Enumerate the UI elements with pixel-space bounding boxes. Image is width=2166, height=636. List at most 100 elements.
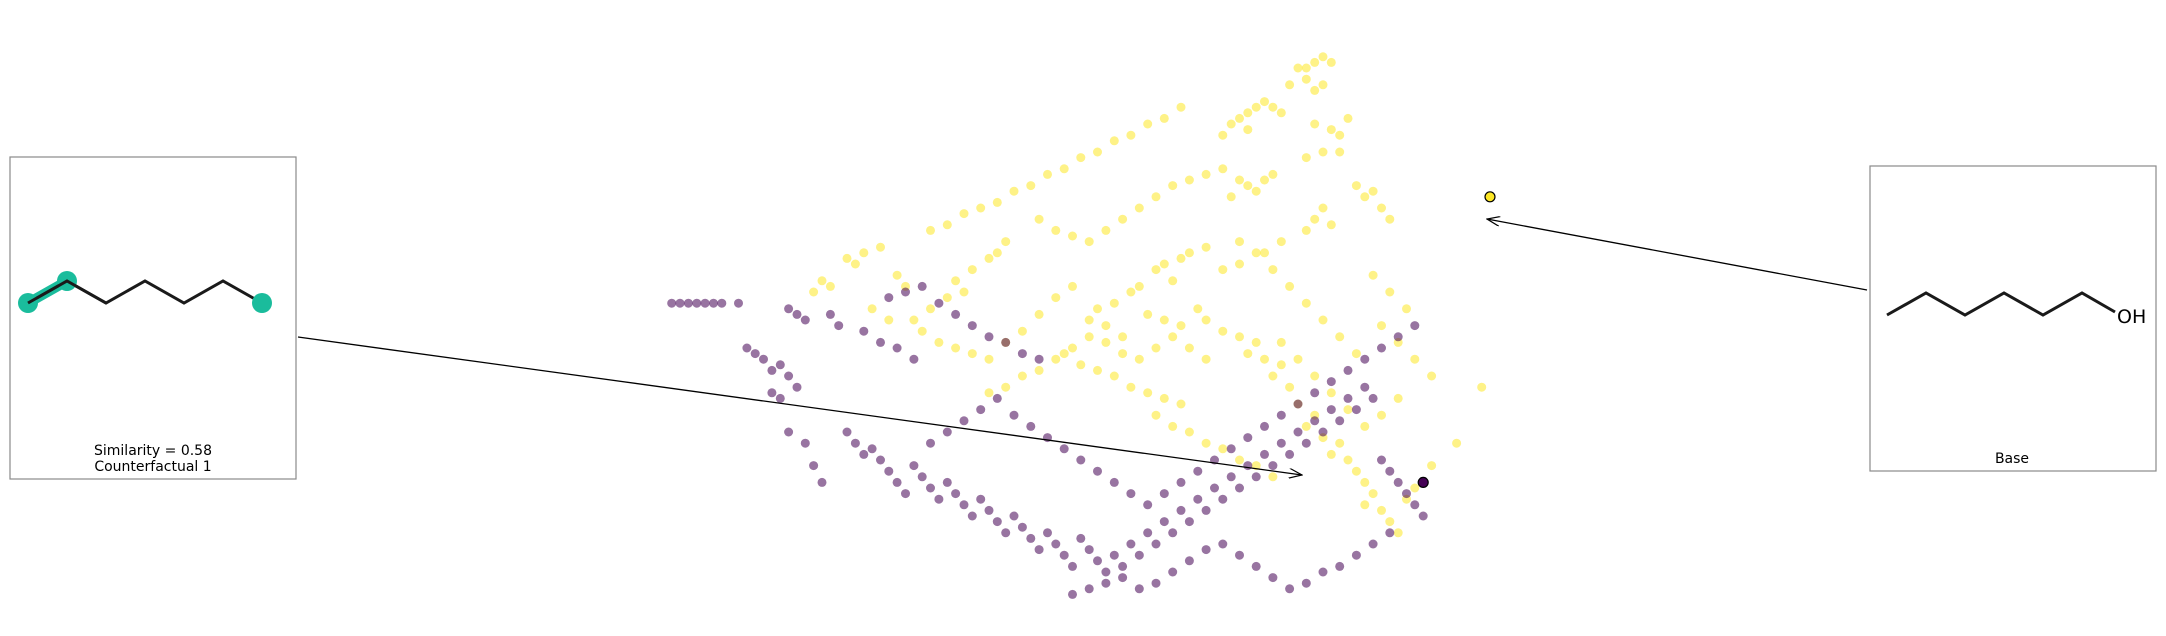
scatter-point-low bbox=[1243, 461, 1253, 471]
scatter-point-low bbox=[709, 298, 718, 308]
scatter-point-high bbox=[1118, 214, 1128, 224]
scatter-point-low bbox=[1260, 421, 1269, 431]
scatter-point-high bbox=[1201, 438, 1211, 448]
scatter-point-high bbox=[884, 315, 894, 325]
scatter-point-low bbox=[1251, 472, 1261, 482]
scatter-point-high bbox=[926, 304, 935, 314]
scatter-point-high bbox=[1427, 461, 1437, 471]
scatter-point-high bbox=[1243, 108, 1253, 118]
scatter-point-low bbox=[1101, 578, 1111, 588]
scatter-point-low bbox=[1034, 545, 1044, 555]
scatter-point-high bbox=[1118, 332, 1128, 342]
scatter-point-high bbox=[1076, 153, 1086, 163]
scatter-point-high bbox=[1218, 265, 1228, 275]
scatter-point-low bbox=[775, 360, 785, 370]
scatter-point-low bbox=[1410, 321, 1420, 331]
scatter-point-high bbox=[1360, 192, 1370, 202]
scatter-point-low bbox=[1351, 405, 1361, 415]
scatter-point-low bbox=[1001, 528, 1011, 538]
scatter-point-low bbox=[1285, 584, 1295, 594]
scatter-point-high bbox=[1126, 130, 1136, 140]
scatter-point-low bbox=[1218, 494, 1228, 504]
scatter-point-high bbox=[1151, 343, 1161, 353]
scatter-point-high bbox=[1068, 231, 1077, 241]
scatter-point-high bbox=[1326, 388, 1336, 398]
scatter-point-high bbox=[1276, 360, 1286, 370]
scatter-point-high bbox=[1101, 225, 1111, 235]
scatter-point-low bbox=[1260, 449, 1269, 459]
base-caption: Base bbox=[1995, 451, 2029, 467]
scatter-point-high bbox=[1084, 332, 1094, 342]
scatter-point-high bbox=[959, 287, 969, 297]
scatter-point-low bbox=[1326, 405, 1336, 415]
scatter-point-low bbox=[876, 337, 885, 347]
scatter-point-high bbox=[1351, 181, 1361, 191]
scatter-point-low bbox=[1343, 365, 1353, 375]
scatter-point-high bbox=[1251, 102, 1261, 112]
scatter-point-high bbox=[1134, 354, 1144, 364]
scatter-point-low bbox=[683, 298, 693, 308]
scatter-point-low bbox=[1126, 489, 1136, 499]
scatter-point-high bbox=[1318, 203, 1328, 213]
scatter-point-high bbox=[809, 287, 819, 297]
scatter-point-low bbox=[1118, 573, 1128, 583]
scatter-point-high bbox=[825, 281, 835, 291]
scatter-point-high bbox=[1377, 203, 1386, 213]
scatter-point-high bbox=[1126, 382, 1136, 392]
scatter-point-high bbox=[1260, 354, 1269, 364]
scatter-point-high bbox=[1176, 102, 1186, 112]
scatter-point-low bbox=[967, 511, 977, 521]
scatter-point-high bbox=[1051, 293, 1061, 303]
scatter-point-low bbox=[1268, 573, 1278, 583]
scatter-point-high bbox=[1318, 52, 1328, 62]
scatter-point-high bbox=[1168, 276, 1178, 286]
scatter-point-high bbox=[1001, 237, 1011, 247]
scatter-point-high bbox=[1184, 248, 1194, 258]
scatter-point-low bbox=[850, 438, 860, 448]
scatter-point-high bbox=[1318, 147, 1328, 157]
scatter-point-low bbox=[1068, 561, 1077, 571]
scatter-point-high bbox=[1326, 125, 1336, 135]
scatter-point-low bbox=[1351, 550, 1361, 560]
scatter-point-high bbox=[942, 220, 952, 230]
scatter-point-high bbox=[1276, 337, 1286, 347]
scatter-plot bbox=[667, 52, 1496, 599]
scatter-point-low bbox=[1134, 550, 1144, 560]
scatter-point-high bbox=[1410, 354, 1420, 364]
scatter-point-low bbox=[859, 449, 869, 459]
scatter-point-low bbox=[834, 321, 844, 331]
scatter-point-low bbox=[1076, 455, 1086, 465]
scatter-point-high bbox=[1076, 360, 1086, 370]
scatter-point-low bbox=[1151, 578, 1161, 588]
scatter-point-high bbox=[1335, 130, 1345, 140]
scatter-point-low bbox=[1218, 539, 1228, 549]
scatter-point-high bbox=[1343, 455, 1353, 465]
scatter-point-low bbox=[1368, 393, 1378, 403]
scatter-point-low bbox=[1001, 337, 1011, 347]
scatter-point-low bbox=[1151, 539, 1161, 549]
scatter-point-high bbox=[1235, 113, 1244, 123]
scatter-point-low bbox=[1176, 505, 1186, 515]
scatter-point-low bbox=[1101, 567, 1111, 577]
scatter-point-low bbox=[1343, 393, 1353, 403]
scatter-point-low bbox=[901, 287, 910, 297]
scatter-point-high bbox=[1427, 371, 1437, 381]
scatter-point-low bbox=[1326, 377, 1336, 387]
scatter-point-high bbox=[1393, 393, 1403, 403]
scatter-point-low bbox=[692, 298, 702, 308]
scatter-point-low bbox=[1201, 545, 1211, 555]
molecule-drawing bbox=[18, 271, 272, 313]
scatter-point-high bbox=[1051, 225, 1061, 235]
scatter-point-high bbox=[1059, 164, 1069, 174]
scatter-point-high bbox=[1176, 399, 1186, 409]
scatter-point-high bbox=[1326, 449, 1336, 459]
scatter-point-low bbox=[1184, 556, 1194, 566]
scatter-point-high bbox=[1134, 203, 1144, 213]
scatter-point-low bbox=[917, 281, 927, 291]
scatter-point-low bbox=[825, 309, 835, 319]
scatter-point-high bbox=[976, 203, 986, 213]
scatter-point-low bbox=[1393, 332, 1403, 342]
scatter-point-low bbox=[1410, 500, 1420, 510]
scatter-point-low bbox=[942, 427, 952, 437]
scatter-point-high bbox=[1143, 388, 1153, 398]
